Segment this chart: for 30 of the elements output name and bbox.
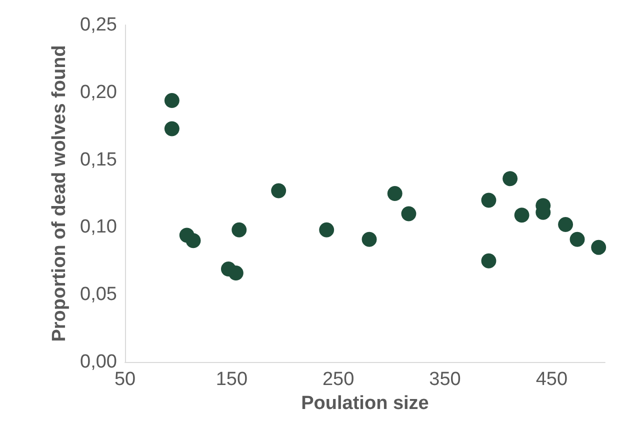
y-tick-label: 0,05 — [80, 284, 117, 306]
y-tick-label: 0,25 — [80, 14, 117, 36]
point — [319, 222, 334, 238]
point — [481, 192, 496, 208]
point — [362, 232, 377, 247]
point — [271, 183, 286, 198]
point — [186, 233, 201, 248]
x-tick-label: 50 — [114, 369, 136, 390]
y-tick-label: 0,10 — [80, 216, 117, 238]
point — [164, 121, 180, 136]
y-tick-label: 0,15 — [80, 149, 117, 170]
x-tick-label: 350 — [429, 369, 461, 390]
point — [387, 186, 402, 201]
x-tick-label: 150 — [216, 369, 248, 390]
y-axis-title: Proportion of dead wolves found — [49, 45, 70, 342]
point — [232, 222, 247, 238]
point — [570, 232, 585, 247]
point — [502, 171, 518, 186]
point — [228, 266, 244, 281]
point — [591, 240, 606, 255]
point — [164, 92, 180, 108]
point — [481, 253, 496, 268]
x-axis-title: Poulation size — [301, 392, 429, 414]
point — [514, 208, 530, 223]
x-tick-label: 450 — [536, 369, 568, 390]
point — [401, 206, 416, 222]
point — [558, 217, 574, 232]
x-tick-label: 250 — [322, 369, 354, 390]
y-tick-label: 0,20 — [80, 82, 117, 103]
y-tick-label: 0,00 — [80, 352, 117, 372]
